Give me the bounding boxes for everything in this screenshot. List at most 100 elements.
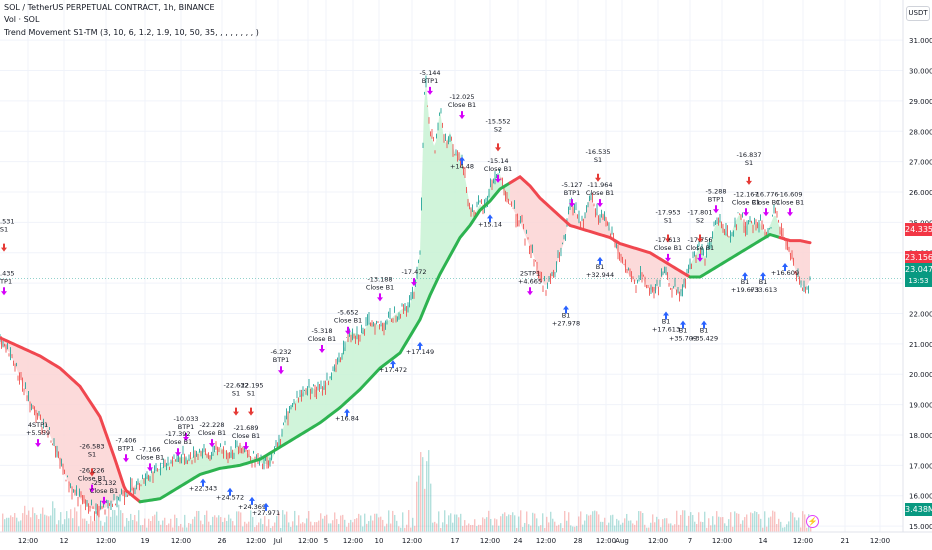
volume-bar xyxy=(602,521,604,532)
volume-bar xyxy=(34,513,36,532)
volume-bar xyxy=(430,483,432,532)
volume-bar xyxy=(192,519,194,532)
volume-bar xyxy=(12,517,14,532)
volume-bar xyxy=(378,517,380,532)
volume-bar xyxy=(368,521,370,532)
signal-label: +35.709 xyxy=(669,335,697,343)
signal-label: +35.429 xyxy=(690,335,718,343)
volume-bar xyxy=(450,513,452,532)
time-tick-label: 10 xyxy=(375,537,384,545)
volume-bar xyxy=(420,452,422,532)
buy-arrow-icon xyxy=(597,256,603,265)
volume-bar xyxy=(568,512,570,532)
signal-label: BTP1 xyxy=(118,444,135,452)
volume-bar xyxy=(66,511,68,532)
volume-bar xyxy=(362,526,364,532)
volume-bar xyxy=(36,514,38,532)
volume-bar xyxy=(114,510,116,532)
time-tick-label: 12:00 xyxy=(480,537,500,545)
signal-label: +17.472 xyxy=(379,366,407,374)
volume-bar xyxy=(428,450,430,532)
signal-label: S1 xyxy=(745,159,753,167)
signal-label: -13.188 xyxy=(367,275,392,283)
signal-label: +24.369 xyxy=(238,503,266,511)
volume-bar xyxy=(98,508,100,532)
volume-bar xyxy=(792,512,794,532)
volume-bar xyxy=(282,510,284,532)
signal-label: -7.166 xyxy=(140,445,161,453)
volume-bar xyxy=(350,519,352,532)
volume-bar xyxy=(280,527,282,532)
volume-bar xyxy=(486,517,488,532)
volume-bar xyxy=(764,511,766,532)
volume-bar xyxy=(258,522,260,532)
signal-label: +32.944 xyxy=(586,271,614,279)
volume-bar xyxy=(500,516,502,532)
volume-bar xyxy=(464,520,466,532)
volume-bar xyxy=(594,510,596,532)
volume-bar xyxy=(540,525,542,532)
volume-bar xyxy=(200,520,202,532)
signal-tp: 2STP1+4.665 xyxy=(518,269,542,296)
signal-label: Close B1 xyxy=(136,453,164,461)
signal-label: +27.978 xyxy=(552,319,580,327)
volume-bar xyxy=(82,518,84,532)
volume-bar xyxy=(778,518,780,532)
volume-bar xyxy=(72,518,74,532)
volume-bar xyxy=(260,518,262,532)
trend-price-tag: 24.335 xyxy=(905,223,932,236)
time-tick-label: 12:00 xyxy=(343,537,363,545)
signal-buy: +16.609 xyxy=(771,262,799,277)
volume-bar xyxy=(336,519,338,532)
volume-bar xyxy=(402,512,404,532)
flash-icon[interactable]: ⚡ xyxy=(806,515,819,528)
volume-bar xyxy=(274,522,276,532)
volume-bar xyxy=(436,523,438,532)
tp-arrow-icon xyxy=(495,174,501,183)
volume-bar xyxy=(708,518,710,532)
volume-bar xyxy=(296,525,298,532)
volume-bar xyxy=(152,516,154,532)
volume-bar xyxy=(52,501,54,532)
signal-label: -5.288 xyxy=(706,187,727,195)
volume-bar xyxy=(268,519,270,532)
volume-bar xyxy=(442,522,444,532)
time-tick-label: 12:00 xyxy=(793,537,813,545)
volume-bar xyxy=(68,518,70,532)
volume-bar xyxy=(518,516,520,532)
signal-label: S2 xyxy=(696,217,704,225)
time-tick-label: 12:00 xyxy=(402,537,422,545)
volume-bar xyxy=(214,515,216,532)
volume-bar xyxy=(462,525,464,532)
volume-bar xyxy=(24,505,26,532)
indicator-legend: Trend Movement S1-TM (3, 10, 6, 1.2, 1.9… xyxy=(4,28,259,37)
volume-bar xyxy=(134,515,136,532)
volume-bar xyxy=(390,523,392,532)
volume-bar xyxy=(556,525,558,532)
signal-label: Close B1 xyxy=(586,189,614,197)
time-axis[interactable]: 12:00 12 12:00 19 12:00 26 12:00 Jul 12:00 5 12:00… xyxy=(18,537,890,545)
signal-label: BTP1 xyxy=(564,189,581,197)
volume-bar xyxy=(588,515,590,532)
volume-bar xyxy=(246,523,248,532)
volume-bar xyxy=(484,518,486,532)
volume-bar xyxy=(32,507,34,532)
signal-label: S1 xyxy=(88,450,96,458)
volume-bar xyxy=(406,524,408,532)
volume-bar xyxy=(548,522,550,532)
volume-bar xyxy=(710,525,712,532)
currency-button[interactable]: USDT xyxy=(906,6,930,21)
signal-buy: +27.971 xyxy=(252,502,280,517)
volume-bar xyxy=(736,513,738,532)
signal-label: S1 xyxy=(664,217,672,225)
